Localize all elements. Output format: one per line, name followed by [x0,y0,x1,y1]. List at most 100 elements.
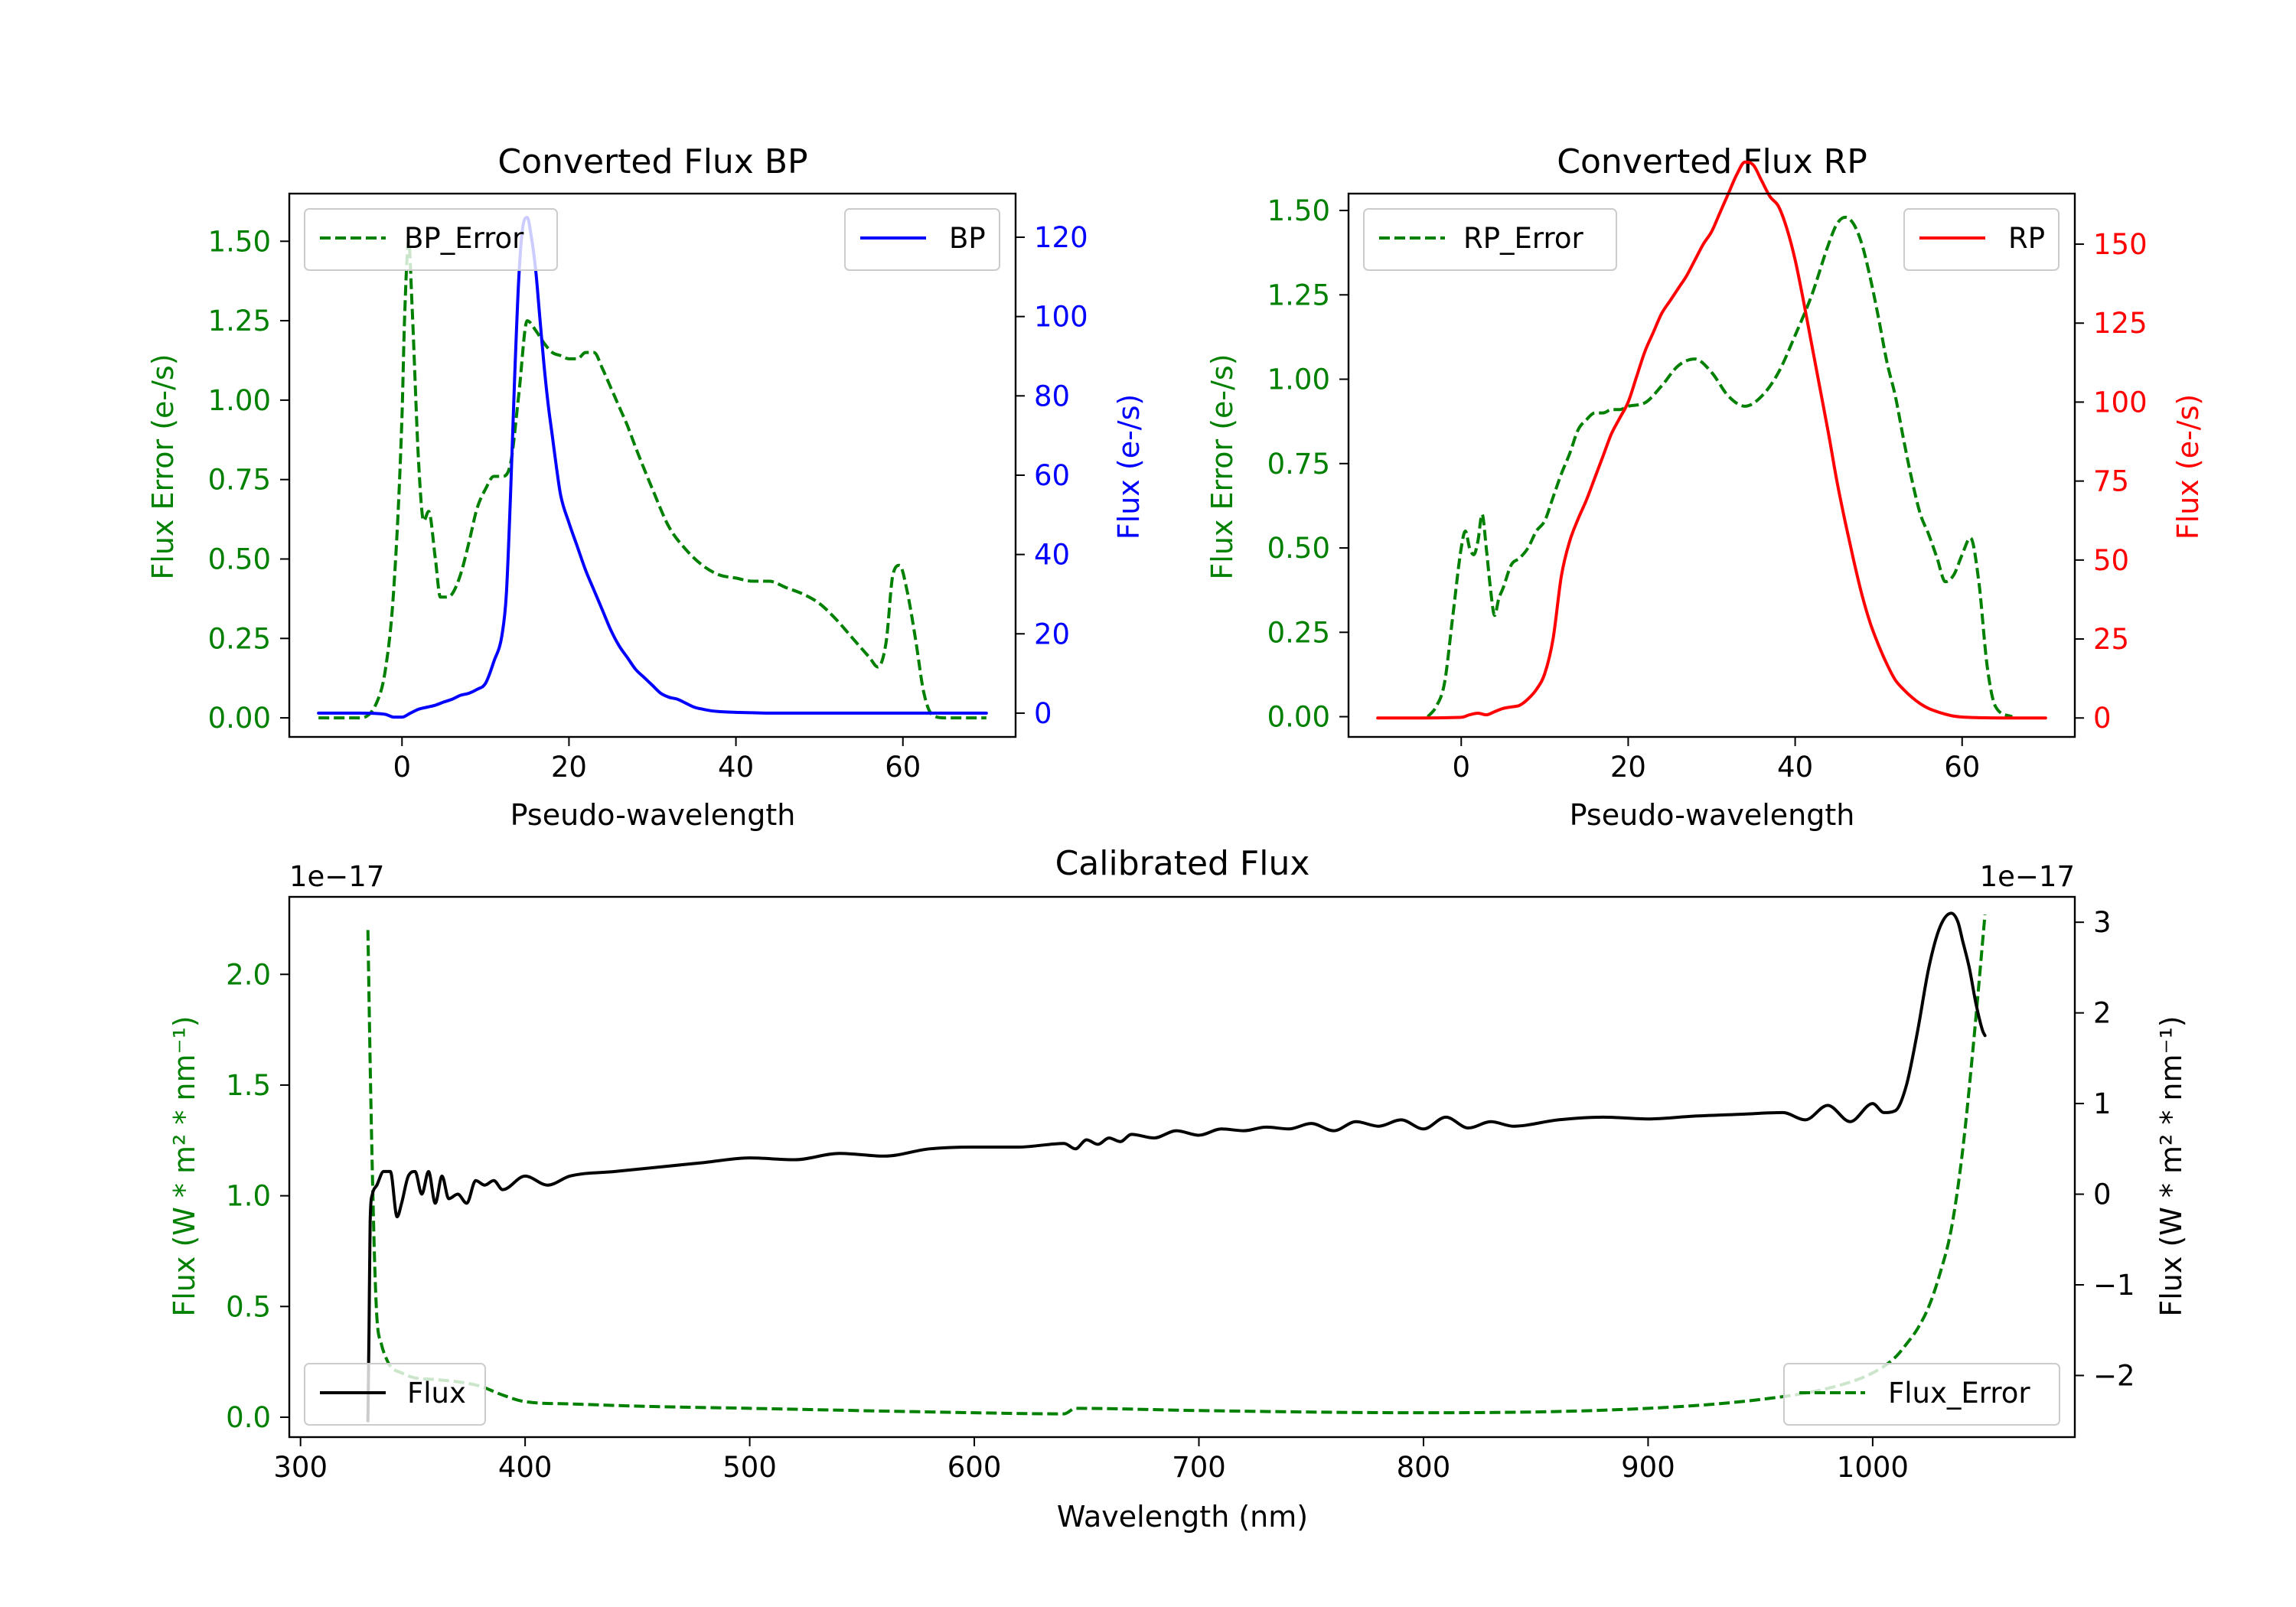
chart-rp-legend-right: RP [1903,208,2060,271]
chart-cal-ytick-right-label: −1 [2093,1269,2135,1302]
chart-bp-series-error [318,240,987,720]
chart-cal-ytick-left-label: 0.0 [226,1401,271,1434]
chart-bp-ytick-left-label: 0.50 [208,543,271,575]
chart-cal-xtick-label: 400 [498,1451,553,1484]
chart-cal-ylabel-right: Flux (W * m² * nm⁻¹) [2154,1015,2188,1316]
chart-rp-ytick-right-label: 125 [2093,307,2148,340]
chart-bp-ytick-right-label: 20 [1034,618,1070,650]
chart-bp-legend-right-label: BP [949,222,986,255]
chart-cal-series-flux [366,911,1987,1423]
chart-rp-xtick-label: 20 [1610,751,1646,784]
series-line-flux [366,911,1987,1423]
chart-rp-series-error [1427,215,2013,719]
chart-cal-xtick-label: 900 [1621,1451,1675,1484]
chart-cal-series-error [366,914,1987,1416]
chart-rp-frame [1347,192,2076,738]
chart-rp-ytick-right-label: 50 [2093,544,2129,577]
chart-rp-ytick-left-label: 0.50 [1267,532,1330,565]
chart-cal-xtick-label: 300 [273,1451,328,1484]
chart-bp-series-flux [317,216,988,719]
chart-cal-ytick-left-label: 1.0 [226,1180,271,1213]
chart-cal-ytick-left-label: 2.0 [226,958,271,991]
chart-rp-xlabel: Pseudo-wavelength [1570,798,1855,832]
chart-cal-legend-right-label: Flux_Error [1888,1377,2030,1410]
chart-cal-ylabel-left: Flux (W * m² * nm⁻¹) [168,1015,201,1316]
chart-cal-xtick-label: 500 [722,1451,777,1484]
chart-bp-xlabel: Pseudo-wavelength [510,798,796,832]
chart-rp-ytick-left-label: 0.00 [1267,701,1330,734]
chart-rp-ytick-right-label: 0 [2093,702,2112,735]
chart-rp-ytick-left-label: 1.00 [1267,363,1330,396]
chart-bp-ytick-right-label: 60 [1034,459,1070,492]
chart-bp-xtick-label: 20 [551,751,587,784]
chart-rp-xtick-label: 0 [1452,751,1470,784]
chart-bp-ylabel-right: Flux (e-/s) [1112,394,1146,539]
chart-bp-legend-right: BP [844,208,1000,271]
chart-cal-xtick-label: 800 [1397,1451,1451,1484]
chart-bp-ytick-right-label: 40 [1034,539,1070,572]
chart-bp-frame [288,192,1017,738]
chart-bp-ytick-right-label: 80 [1034,380,1070,412]
chart-bp-title: Converted Flux BP [497,142,807,181]
chart-rp-legend-left: RP_Error [1363,208,1617,271]
chart-cal-title: Calibrated Flux [1055,844,1310,883]
chart-rp-ytick-right-label: 25 [2093,623,2129,656]
chart-bp-xtick-label: 40 [718,751,754,784]
chart-bp-ytick-left-label: 0.00 [208,702,271,735]
chart-rp-ytick-left-label: 1.25 [1267,279,1330,311]
chart-bp-ytick-left-label: 1.50 [208,225,271,258]
chart-cal-xtick-label: 1000 [1837,1451,1909,1484]
chart-cal-xlabel: Wavelength (nm) [1057,1500,1308,1534]
chart-cal-xticks: 300 400 500 600 700 800 900 1000 [273,1437,1909,1484]
chart-rp-ytick-right-label: 75 [2093,465,2129,498]
chart-bp-legend-left-label: BP_Error [404,222,524,255]
chart-cal-ytick-right-label: 0 [2093,1178,2112,1211]
chart-rp-ylticks: 0.00 0.25 0.50 0.75 1.00 1.25 1.50 [1267,194,1349,734]
chart-rp: Converted Flux RP 0 20 40 60 0.000.250.500.… [1205,142,2205,832]
chart-cal-yrticks: −2 −1 0 1 2 3 [2075,906,2135,1392]
chart-cal-frame [288,895,2076,1439]
chart-rp-ytick-left-label: 0.75 [1267,448,1330,481]
chart-rp-ytick-left-label: 1.50 [1267,194,1330,227]
chart-cal-ytick-right-label: 1 [2093,1087,2112,1120]
chart-bp-ylticks: 0.00 0.25 0.50 0.75 1.00 1.25 1.50 [208,225,289,735]
series-line-rp [1376,160,2047,720]
chart-rp-xticks: 0 20 40 60 [1452,737,1980,784]
chart-cal-ytick-right-label: −2 [2093,1359,2135,1392]
chart-cal-legend-right: Flux_Error [1783,1363,2060,1426]
chart-bp-ytick-left-label: 1.25 [208,305,271,337]
chart-rp-ytick-right-label: 100 [2093,386,2148,419]
chart-bp-ytick-right-label: 120 [1034,221,1088,254]
chart-bp-xtick-label: 60 [885,751,921,784]
chart-bp-ytick-left-label: 1.00 [208,384,271,417]
chart-bp: Converted Flux BP 0 20 40 60 0.000.250.500.… [146,142,1146,832]
chart-cal-legend-left: Flux [304,1363,486,1426]
chart-cal-legend-left-label: Flux [407,1377,466,1410]
series-line-rp-error [1427,215,2013,719]
chart-bp-ytick-left-label: 0.75 [208,464,271,497]
chart-cal-ytick-right-label: 3 [2093,906,2112,939]
chart-bp-ytick-right-label: 100 [1034,301,1088,334]
series-line-flux-error [366,914,1987,1416]
chart-rp-yrticks: 0 25 50 75 100 125 150 [2075,228,2148,735]
chart-rp-xtick-label: 60 [1944,751,1980,784]
chart-cal-ytick-left-label: 1.5 [226,1069,271,1102]
chart-cal-xtick-label: 600 [947,1451,1002,1484]
chart-rp-ytick-right-label: 150 [2093,228,2148,261]
chart-rp-legend-right-label: RP [2008,222,2045,255]
chart-bp-ytick-right-label: 0 [1034,697,1052,730]
chart-cal-ytick-left-label: 0.5 [226,1290,271,1323]
chart-rp-ylabel-right: Flux (e-/s) [2171,394,2205,539]
chart-cal-offset-right: 1e−17 [1980,860,2075,893]
chart-bp-ytick-left-label: 0.25 [208,622,271,655]
chart-rp-ylabel-left: Flux Error (e-/s) [1205,354,1239,579]
chart-cal-ylticks: 0.0 0.5 1.0 1.5 2.0 [226,958,289,1434]
chart-rp-series-flux [1376,160,2047,720]
chart-rp-legend-left-label: RP_Error [1463,222,1583,255]
chart-cal-xtick-label: 700 [1172,1451,1226,1484]
chart-bp-yrticks: 0 20 40 60 80 100 120 [1016,221,1088,730]
chart-cal-ytick-right-label: 2 [2093,997,2112,1030]
series-line-bp-error [318,240,987,720]
chart-cal: Calibrated Flux 1e−17 1e−17 300 400 500 600… [168,844,2188,1534]
